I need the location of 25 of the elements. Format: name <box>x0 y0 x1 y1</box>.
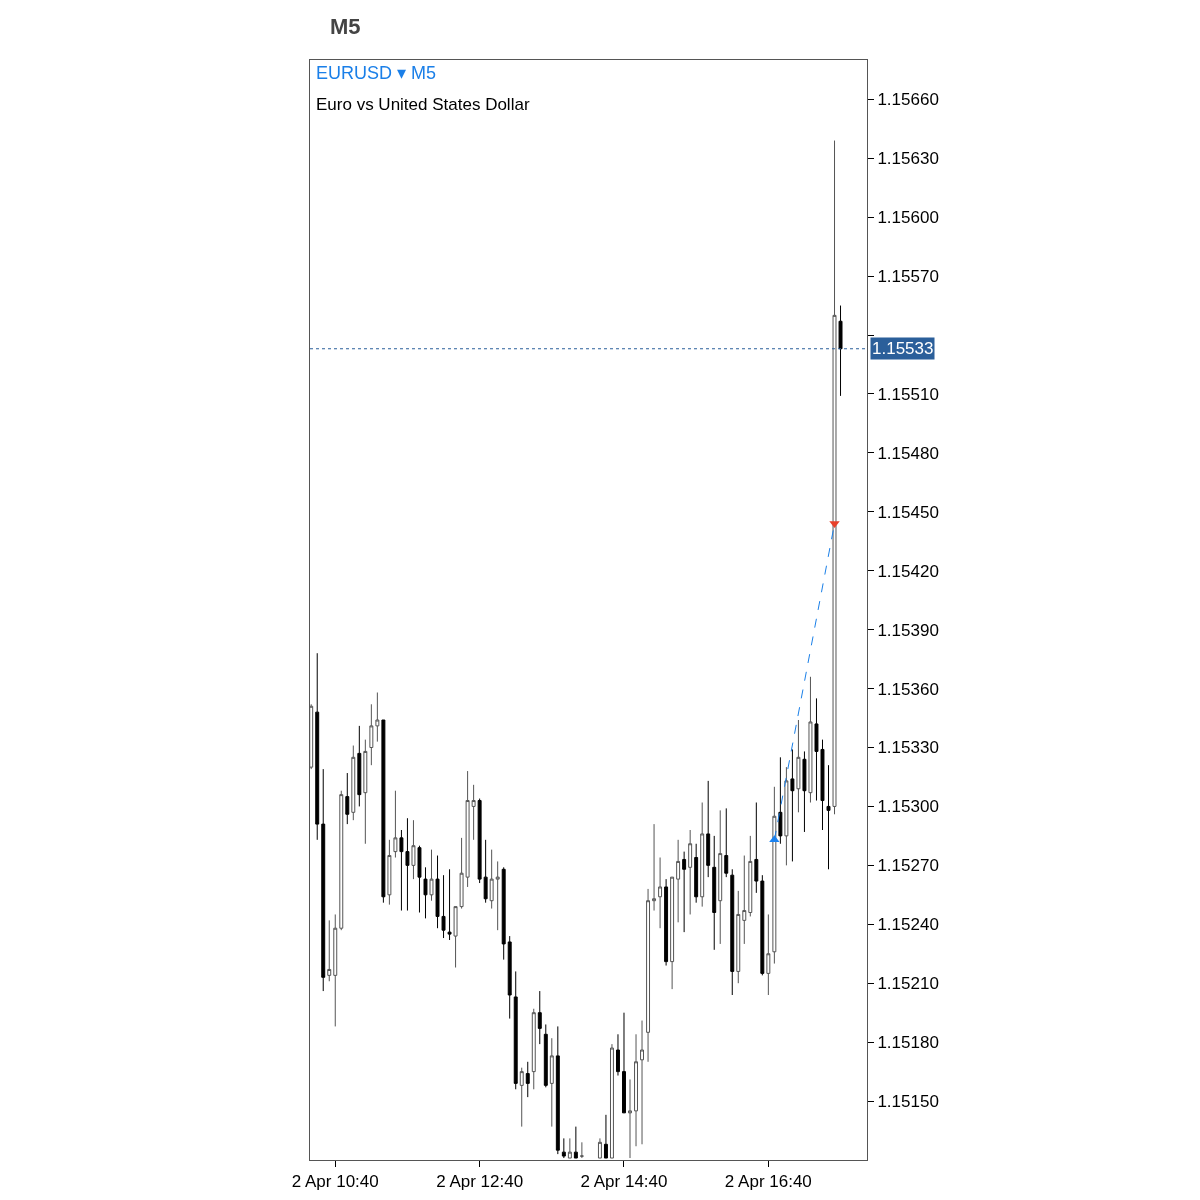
y-tick-label: 1.15450 <box>877 502 939 522</box>
y-tick-label: 1.15570 <box>877 267 939 287</box>
text: M5 <box>330 14 361 39</box>
y-tick-label: 1.15300 <box>877 797 939 817</box>
y-tick-label: 1.15360 <box>877 679 939 699</box>
y-tick-label: 1.15510 <box>877 384 939 404</box>
y-tick-label: 1.15600 <box>877 208 939 228</box>
y-tick-label: 1.15270 <box>877 856 939 876</box>
chart-title: EURUSD ▾ M5 <box>316 62 437 83</box>
x-tick-label: 2 Apr 14:40 <box>580 1172 668 1192</box>
text: Euro vs United States Dollar <box>316 95 530 114</box>
y-tick-label: 1.15330 <box>877 738 939 758</box>
x-tick-label: 2 Apr 10:40 <box>291 1172 379 1192</box>
y-tick-label: 1.15210 <box>877 974 939 994</box>
x-tick-label: 2 Apr 16:40 <box>724 1172 812 1192</box>
y-tick-label: 1.15240 <box>877 915 939 935</box>
x-tick-label: 2 Apr 12:40 <box>436 1172 524 1192</box>
y-tick-label: 1.15180 <box>877 1033 939 1053</box>
y-tick-label: 1.15420 <box>877 561 939 581</box>
y-tick-label: 1.15630 <box>877 149 939 169</box>
y-tick-label: 1.15660 <box>877 90 939 110</box>
ref-line-label: 1.15533 <box>872 339 934 358</box>
y-tick-label: 1.15150 <box>877 1092 939 1112</box>
y-tick-label: 1.15390 <box>877 620 939 640</box>
y-tick-label: 1.15480 <box>877 443 939 463</box>
